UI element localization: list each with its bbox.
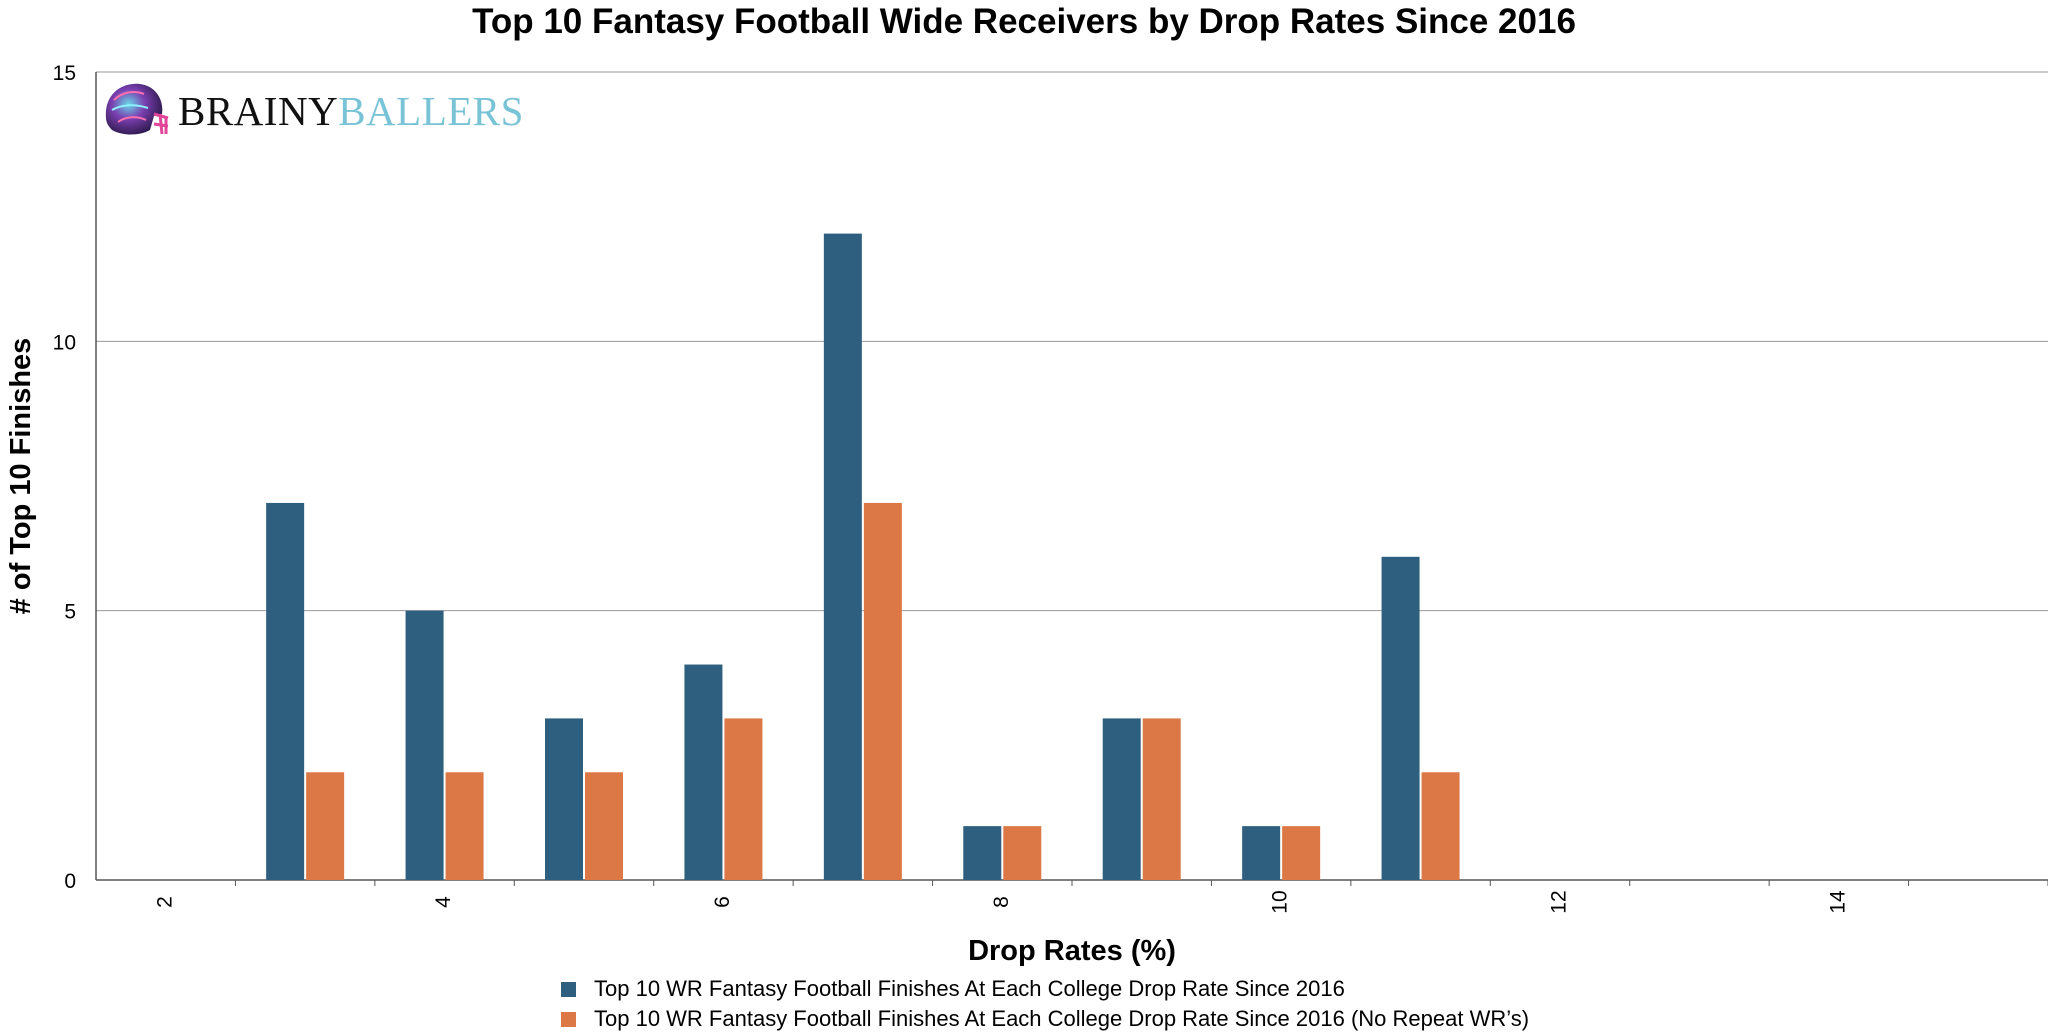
bar-series-1-x-4 [405,610,444,880]
legend: Top 10 WR Fantasy Football Finishes At E… [561,974,1529,1034]
legend-item-series-2: Top 10 WR Fantasy Football Finishes At E… [561,1004,1529,1034]
x-tick-label: 12 [1548,890,1571,913]
bar-series-2-x-7 [863,502,902,880]
bar-series-1-x-8 [963,826,1002,880]
brand-wordmark: BRAINYBALLERS [178,87,524,135]
bar-series-1-x-6 [684,664,723,880]
y-tick-label: 10 [53,331,76,354]
x-tick-label: 2 [153,896,176,908]
bar-series-1-x-9 [1102,718,1141,880]
x-tick-label: 4 [432,896,455,908]
brand-wordmark-part1: BRAINY [178,88,339,134]
bar-series-2-x-10 [1282,826,1321,880]
bar-series-1-x-5 [545,718,583,880]
football-helmet-icon [105,83,169,135]
bar-series-2-x-4 [445,772,484,880]
x-tick-label: 14 [1826,890,1849,914]
legend-label-series-2: Top 10 WR Fantasy Football Finishes At E… [594,1006,1530,1031]
bar-series-1-x-10 [1242,826,1281,880]
bar-series-1-x-3 [266,502,305,880]
bar-series-2-x-9 [1142,718,1181,880]
chart-title: Top 10 Fantasy Football Wide Receivers b… [472,2,1576,41]
bar-series-2-x-3 [306,772,345,880]
bar-series-2-x-6 [724,718,763,880]
x-axis-label: Drop Rates (%) [968,935,1176,967]
bar-series-2-x-8 [1003,826,1042,880]
y-tick-label: 15 [53,62,76,85]
legend-swatch-series-1 [561,981,576,997]
bar-series-1-x-11 [1381,556,1420,880]
x-tick-label: 10 [1269,890,1292,913]
legend-item-series-1: Top 10 WR Fantasy Football Finishes At E… [561,974,1529,1004]
bar-series-1-x-7 [823,233,862,881]
legend-label-series-1: Top 10 WR Fantasy Football Finishes At E… [594,976,1345,1001]
bar-series-2-x-5 [585,772,623,880]
y-axis-label: # of Top 10 Finishes [5,338,37,615]
brand-wordmark-part2: BALLERS [338,88,524,134]
bar-series-2-x-11 [1421,772,1460,880]
x-tick-label: 8 [990,896,1013,908]
y-tick-label: 0 [64,870,76,893]
legend-swatch-series-2 [561,1011,576,1027]
brand-logo: BRAINYBALLERS [100,78,524,144]
x-tick-label: 6 [711,896,734,908]
y-tick-label: 5 [64,601,76,624]
